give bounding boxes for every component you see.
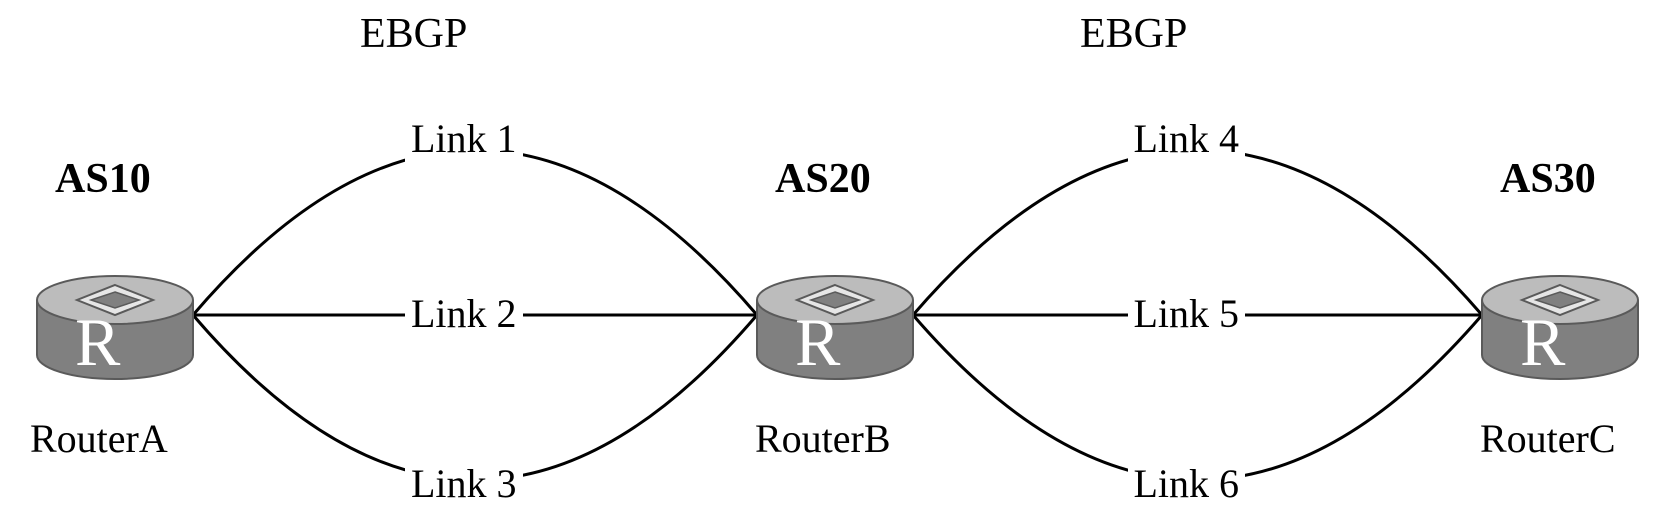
router-name-a: RouterA <box>30 415 168 462</box>
as-label-b: AS20 <box>775 155 871 203</box>
ebgp-label-right: EBGP <box>1080 10 1187 58</box>
router-a-icon: R <box>35 250 195 380</box>
edge-l3 <box>193 315 757 480</box>
router-r-glyph: R <box>1520 304 1566 380</box>
router-r-glyph: R <box>795 304 841 380</box>
link-label-2: Link 2 <box>405 290 523 337</box>
router-name-c: RouterC <box>1480 415 1616 462</box>
router-r-glyph: R <box>75 304 121 380</box>
router-b-icon: R <box>755 250 915 380</box>
router-c-icon: R <box>1480 250 1640 380</box>
router-a: R <box>35 250 195 380</box>
diagram-stage: R R R EBGP EBGP AS10 AS20 AS30 <box>0 0 1671 523</box>
ebgp-label-left: EBGP <box>360 10 467 58</box>
link-label-1: Link 1 <box>405 115 523 162</box>
link-label-5: Link 5 <box>1128 290 1246 337</box>
edge-l6 <box>913 315 1482 480</box>
link-label-6: Link 6 <box>1128 460 1246 507</box>
router-name-b: RouterB <box>755 415 891 462</box>
as-label-c: AS30 <box>1500 155 1596 203</box>
link-label-3: Link 3 <box>405 460 523 507</box>
link-label-4: Link 4 <box>1128 115 1246 162</box>
router-c: R <box>1480 250 1640 380</box>
router-b: R <box>755 250 915 380</box>
as-label-a: AS10 <box>55 155 151 203</box>
